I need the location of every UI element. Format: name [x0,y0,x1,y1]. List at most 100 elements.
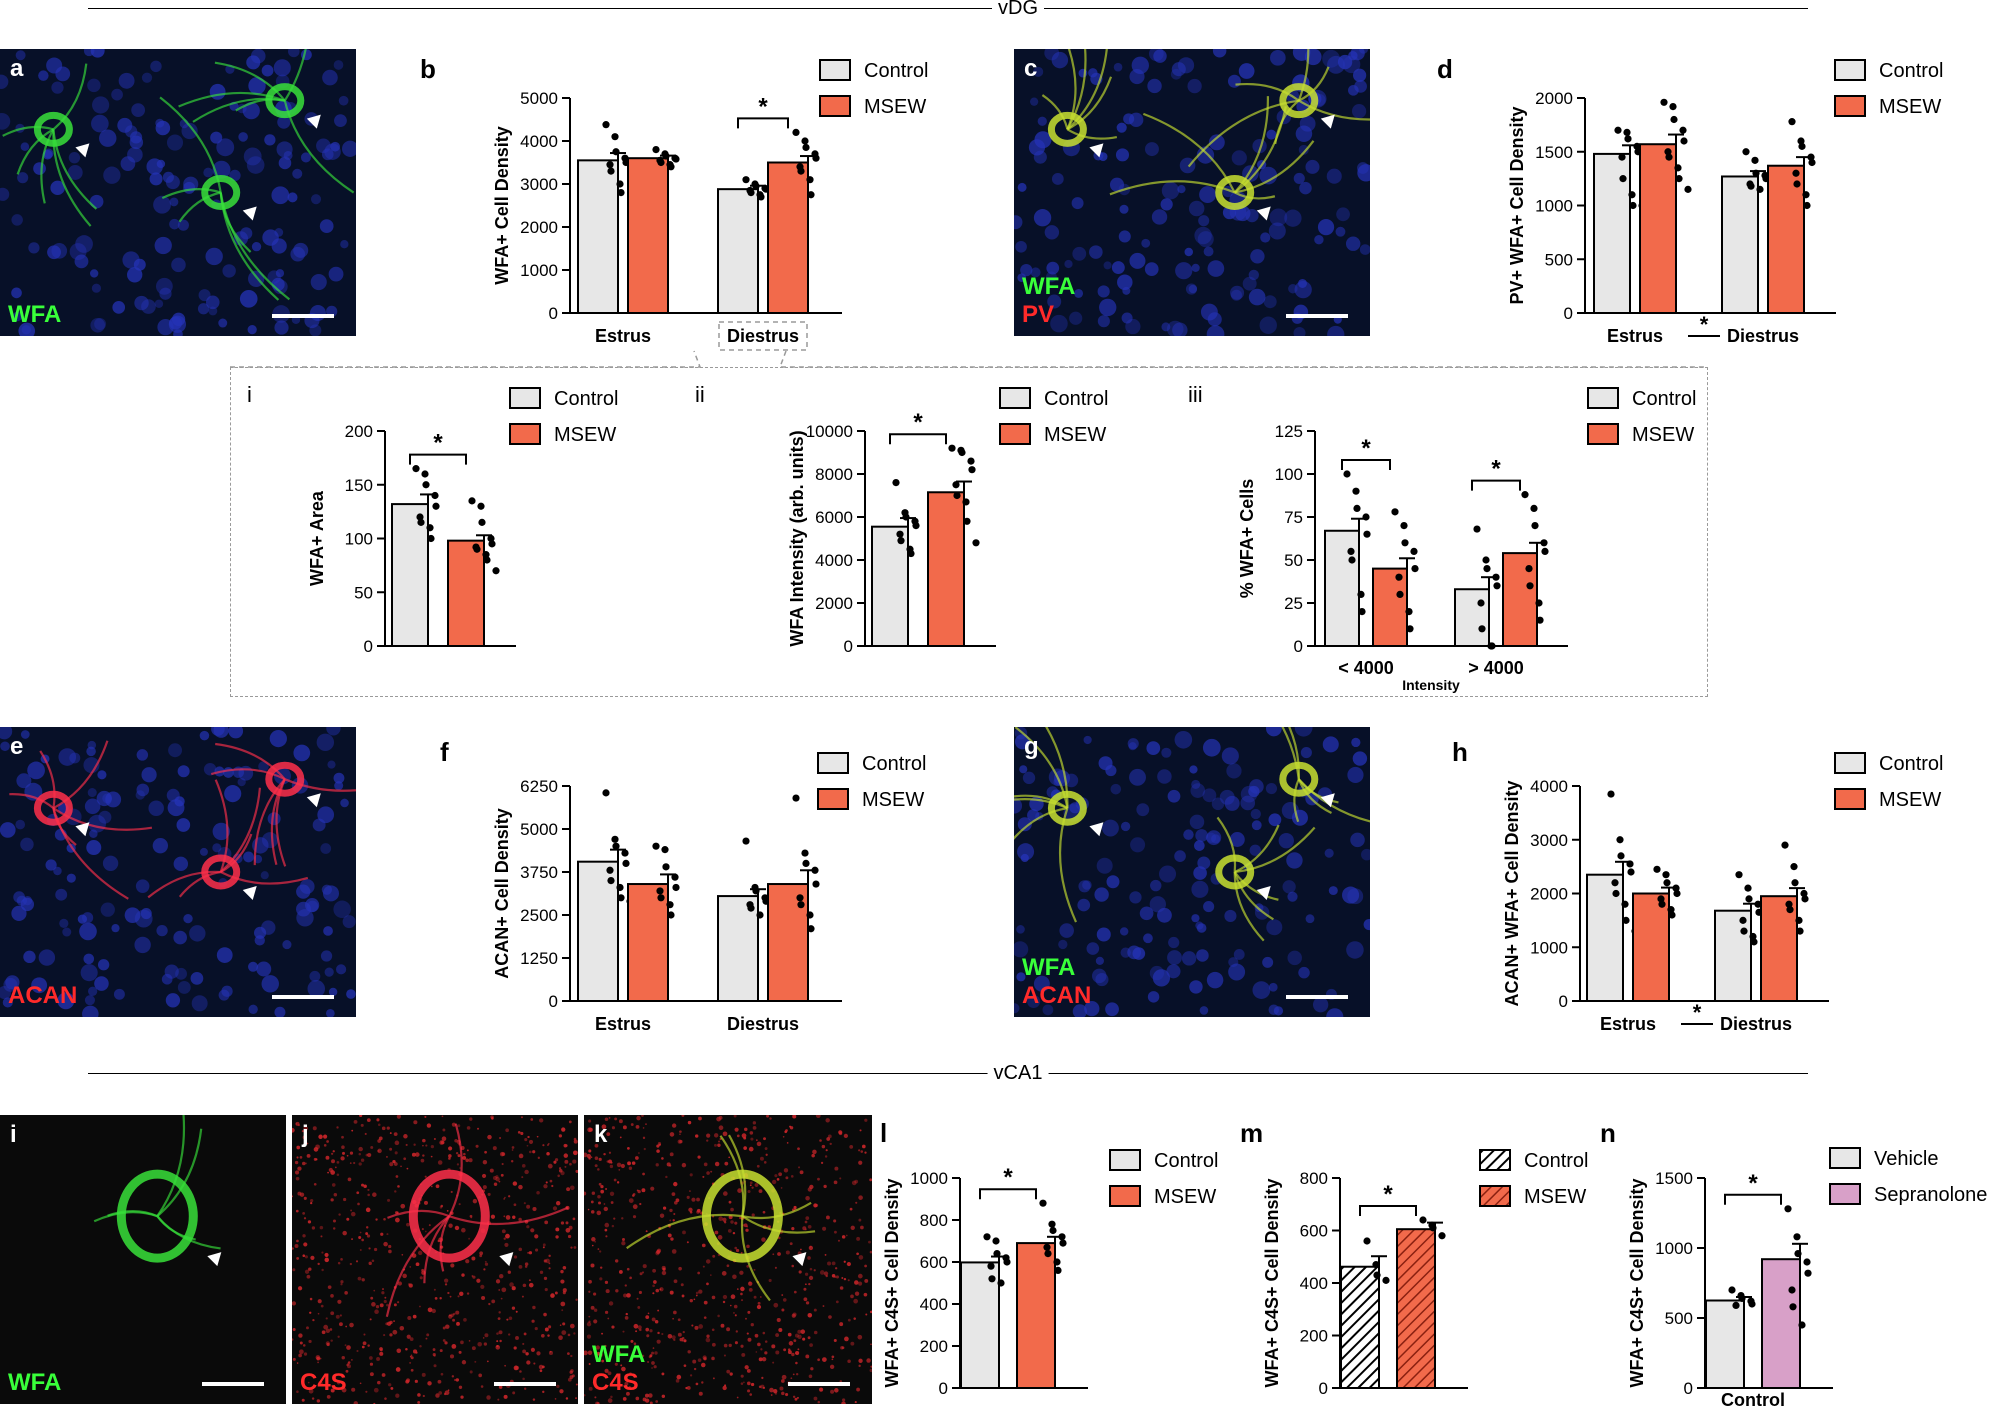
c4s-puncta [850,1294,854,1299]
c4s-puncta [654,1351,658,1355]
c4s-puncta [307,1220,312,1224]
data-point [671,873,679,881]
c4s-puncta [869,1250,872,1254]
c4s-puncta [651,1317,656,1322]
dendrite [1297,778,1370,823]
bar [1714,909,1752,1002]
legend-label: MSEW [1154,1186,1216,1208]
nucleus [176,818,191,832]
c4s-puncta [785,1392,789,1397]
nucleus [198,289,211,302]
c4s-puncta [718,1125,724,1131]
nucleus [173,856,189,872]
data-point [1732,1301,1740,1309]
legend-label: Control [862,753,926,775]
c4s-puncta [635,1396,640,1401]
c4s-puncta [776,1177,780,1181]
nucleus [117,117,133,133]
c4s-puncta [823,1184,827,1189]
micrograph-image [0,727,356,1017]
c4s-puncta [726,1327,731,1332]
nucleus [1129,768,1146,786]
micrograph-g: g WFA ACAN [1014,727,1370,1017]
c4s-puncta [369,1356,373,1360]
c4s-puncta [366,1234,371,1238]
nucleus [100,902,115,917]
c4s-puncta [675,1379,680,1383]
data-point [1740,927,1748,935]
stained-cell [265,761,305,797]
c4s-puncta [833,1230,837,1234]
c4s-puncta [440,1204,444,1208]
dendrite [1233,871,1265,942]
c4s-puncta [763,1161,767,1164]
arrowhead-icon [75,143,90,158]
c4s-puncta [406,1222,410,1227]
c4s-puncta [603,1152,606,1156]
c4s-puncta [505,1215,511,1220]
c4s-puncta [639,1328,642,1332]
c4s-puncta [565,1397,569,1400]
c4s-puncta [508,1316,513,1321]
c4s-puncta [756,1141,762,1147]
micrograph-image [0,49,356,336]
c4s-puncta [472,1198,478,1204]
c4s-puncta [559,1324,562,1327]
data-point [657,894,665,902]
c4s-puncta [645,1315,650,1320]
c4s-puncta [361,1183,365,1187]
c4s-puncta [301,1161,306,1166]
c4s-puncta [358,1146,363,1152]
c4s-puncta [858,1195,863,1200]
c4s-puncta [691,1324,694,1327]
nucleus [1016,925,1025,934]
nucleus [111,88,123,101]
nucleus [1203,901,1215,913]
y-tick-label: 0 [1559,992,1568,1011]
c4s-puncta [686,1241,689,1244]
c4s-puncta [803,1287,807,1291]
data-point [1675,175,1683,183]
data-point [1400,522,1408,530]
c4s-puncta [292,1195,294,1198]
c4s-puncta [587,1350,593,1355]
c4s-puncta [517,1131,521,1134]
nucleus [310,273,327,291]
c4s-puncta [808,1282,811,1286]
dendrite [40,128,55,204]
data-point [1807,153,1815,161]
c4s-puncta [735,1248,740,1253]
c4s-puncta [306,1274,311,1279]
c4s-puncta [870,1365,872,1368]
c4s-puncta [689,1374,693,1377]
nucleus [326,727,341,736]
inset-dashed-box [230,367,1708,697]
c4s-puncta [483,1342,488,1346]
c4s-puncta [605,1188,608,1190]
c4s-puncta [817,1358,820,1362]
arrowhead-icon [1320,793,1335,808]
c4s-puncta [620,1163,625,1169]
bar [1705,1299,1745,1389]
data-point [1044,1250,1052,1258]
data-point [1668,911,1676,919]
data-point [1745,895,1753,903]
c4s-puncta [607,1360,610,1362]
nucleus [1357,164,1370,182]
nucleus [190,972,204,985]
c4s-puncta [700,1362,706,1368]
c4s-puncta [613,1178,617,1182]
c4s-puncta [521,1176,524,1179]
nucleus [1324,848,1334,858]
c4s-puncta [782,1135,785,1138]
y-tick-label: 1000 [1530,938,1568,957]
c4s-puncta [465,1158,469,1163]
c4s-puncta [560,1279,565,1284]
c4s-puncta [567,1352,570,1355]
c4s-puncta [575,1169,578,1173]
c4s-puncta [714,1143,717,1147]
c4s-puncta [299,1156,303,1159]
c4s-puncta [447,1291,450,1295]
c4s-puncta [611,1224,615,1228]
c4s-puncta [829,1364,835,1369]
